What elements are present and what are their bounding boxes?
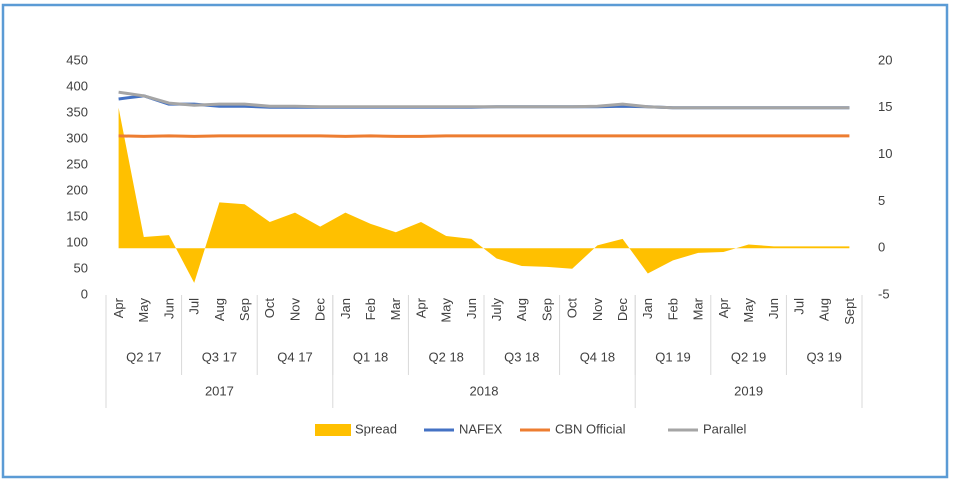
x-tick-label: Jul xyxy=(187,298,202,315)
x-tick-label: Aug xyxy=(514,298,529,321)
x-tick-label: May xyxy=(439,298,454,323)
x-tick-label: Jun xyxy=(161,298,176,319)
x-tick-label: Apr xyxy=(111,297,126,318)
x-tick-label: May xyxy=(136,298,151,323)
y-tick-label: 300 xyxy=(66,130,88,145)
x-tick-label: Jun xyxy=(766,298,781,319)
y2-tick-label: 5 xyxy=(878,193,885,208)
x-tick-label: Jul xyxy=(791,298,806,315)
x-tick-label: Nov xyxy=(287,298,302,322)
x-tick-label: Apr xyxy=(413,297,428,318)
y-tick-label: 450 xyxy=(66,52,88,67)
x-tick-label: May xyxy=(741,298,756,323)
x-tick-label: Sep xyxy=(539,298,554,321)
quarter-label: Q2 17 xyxy=(126,349,161,364)
x-tick-label: Feb xyxy=(363,298,378,320)
x-tick-label: Sep xyxy=(237,298,252,321)
y-tick-label: 250 xyxy=(66,156,88,171)
x-tick-label: Nov xyxy=(590,298,605,322)
quarter-label: Q1 19 xyxy=(655,349,690,364)
y-tick-label: 50 xyxy=(74,260,88,275)
y2-tick-label: 10 xyxy=(878,146,892,161)
x-tick-label: Aug xyxy=(212,298,227,321)
legend-swatch xyxy=(315,424,351,436)
y-tick-label: 0 xyxy=(81,286,88,301)
legend-label: NAFEX xyxy=(459,421,503,436)
x-tick-label: Dec xyxy=(313,298,328,322)
x-tick-label: Oct xyxy=(565,298,580,319)
area xyxy=(118,107,850,283)
line xyxy=(118,134,850,138)
y2-tick-label: -5 xyxy=(878,286,890,301)
y-tick-label: 200 xyxy=(66,182,88,197)
y-tick-label: 400 xyxy=(66,78,88,93)
y2-tick-label: 20 xyxy=(878,52,892,67)
legend-label: CBN Official xyxy=(555,421,626,436)
quarter-label: Q3 18 xyxy=(504,349,539,364)
x-tick-label: Aug xyxy=(817,298,832,321)
y-tick-label: 350 xyxy=(66,104,88,119)
quarter-label: Q4 17 xyxy=(277,349,312,364)
x-tick-label: Oct xyxy=(262,298,277,319)
year-label: 2018 xyxy=(470,383,499,398)
y-tick-label: 150 xyxy=(66,208,88,223)
x-tick-label: Feb xyxy=(665,298,680,320)
line xyxy=(118,90,850,110)
x-tick-label: July xyxy=(489,298,504,322)
x-tick-label: Jun xyxy=(464,298,479,319)
x-tick-label: Apr xyxy=(716,297,731,318)
quarter-label: Q2 18 xyxy=(428,349,463,364)
y2-tick-label: 15 xyxy=(878,99,892,114)
x-tick-label: Dec xyxy=(615,298,630,322)
quarter-label: Q1 18 xyxy=(353,349,388,364)
legend-label: Spread xyxy=(355,421,397,436)
x-tick-label: Mar xyxy=(691,297,706,320)
x-tick-label: Jan xyxy=(640,298,655,319)
quarter-label: Q3 17 xyxy=(202,349,237,364)
quarter-label: Q4 18 xyxy=(580,349,615,364)
y-tick-label: 100 xyxy=(66,234,88,249)
quarter-label: Q2 19 xyxy=(731,349,766,364)
x-tick-label: Sept xyxy=(842,298,857,325)
quarter-label: Q3 19 xyxy=(806,349,841,364)
year-label: 2019 xyxy=(734,383,763,398)
x-tick-label: Mar xyxy=(388,297,403,320)
y2-tick-label: 0 xyxy=(878,240,885,255)
x-tick-label: Jan xyxy=(338,298,353,319)
legend-label: Parallel xyxy=(703,421,746,436)
year-label: 2017 xyxy=(205,383,234,398)
